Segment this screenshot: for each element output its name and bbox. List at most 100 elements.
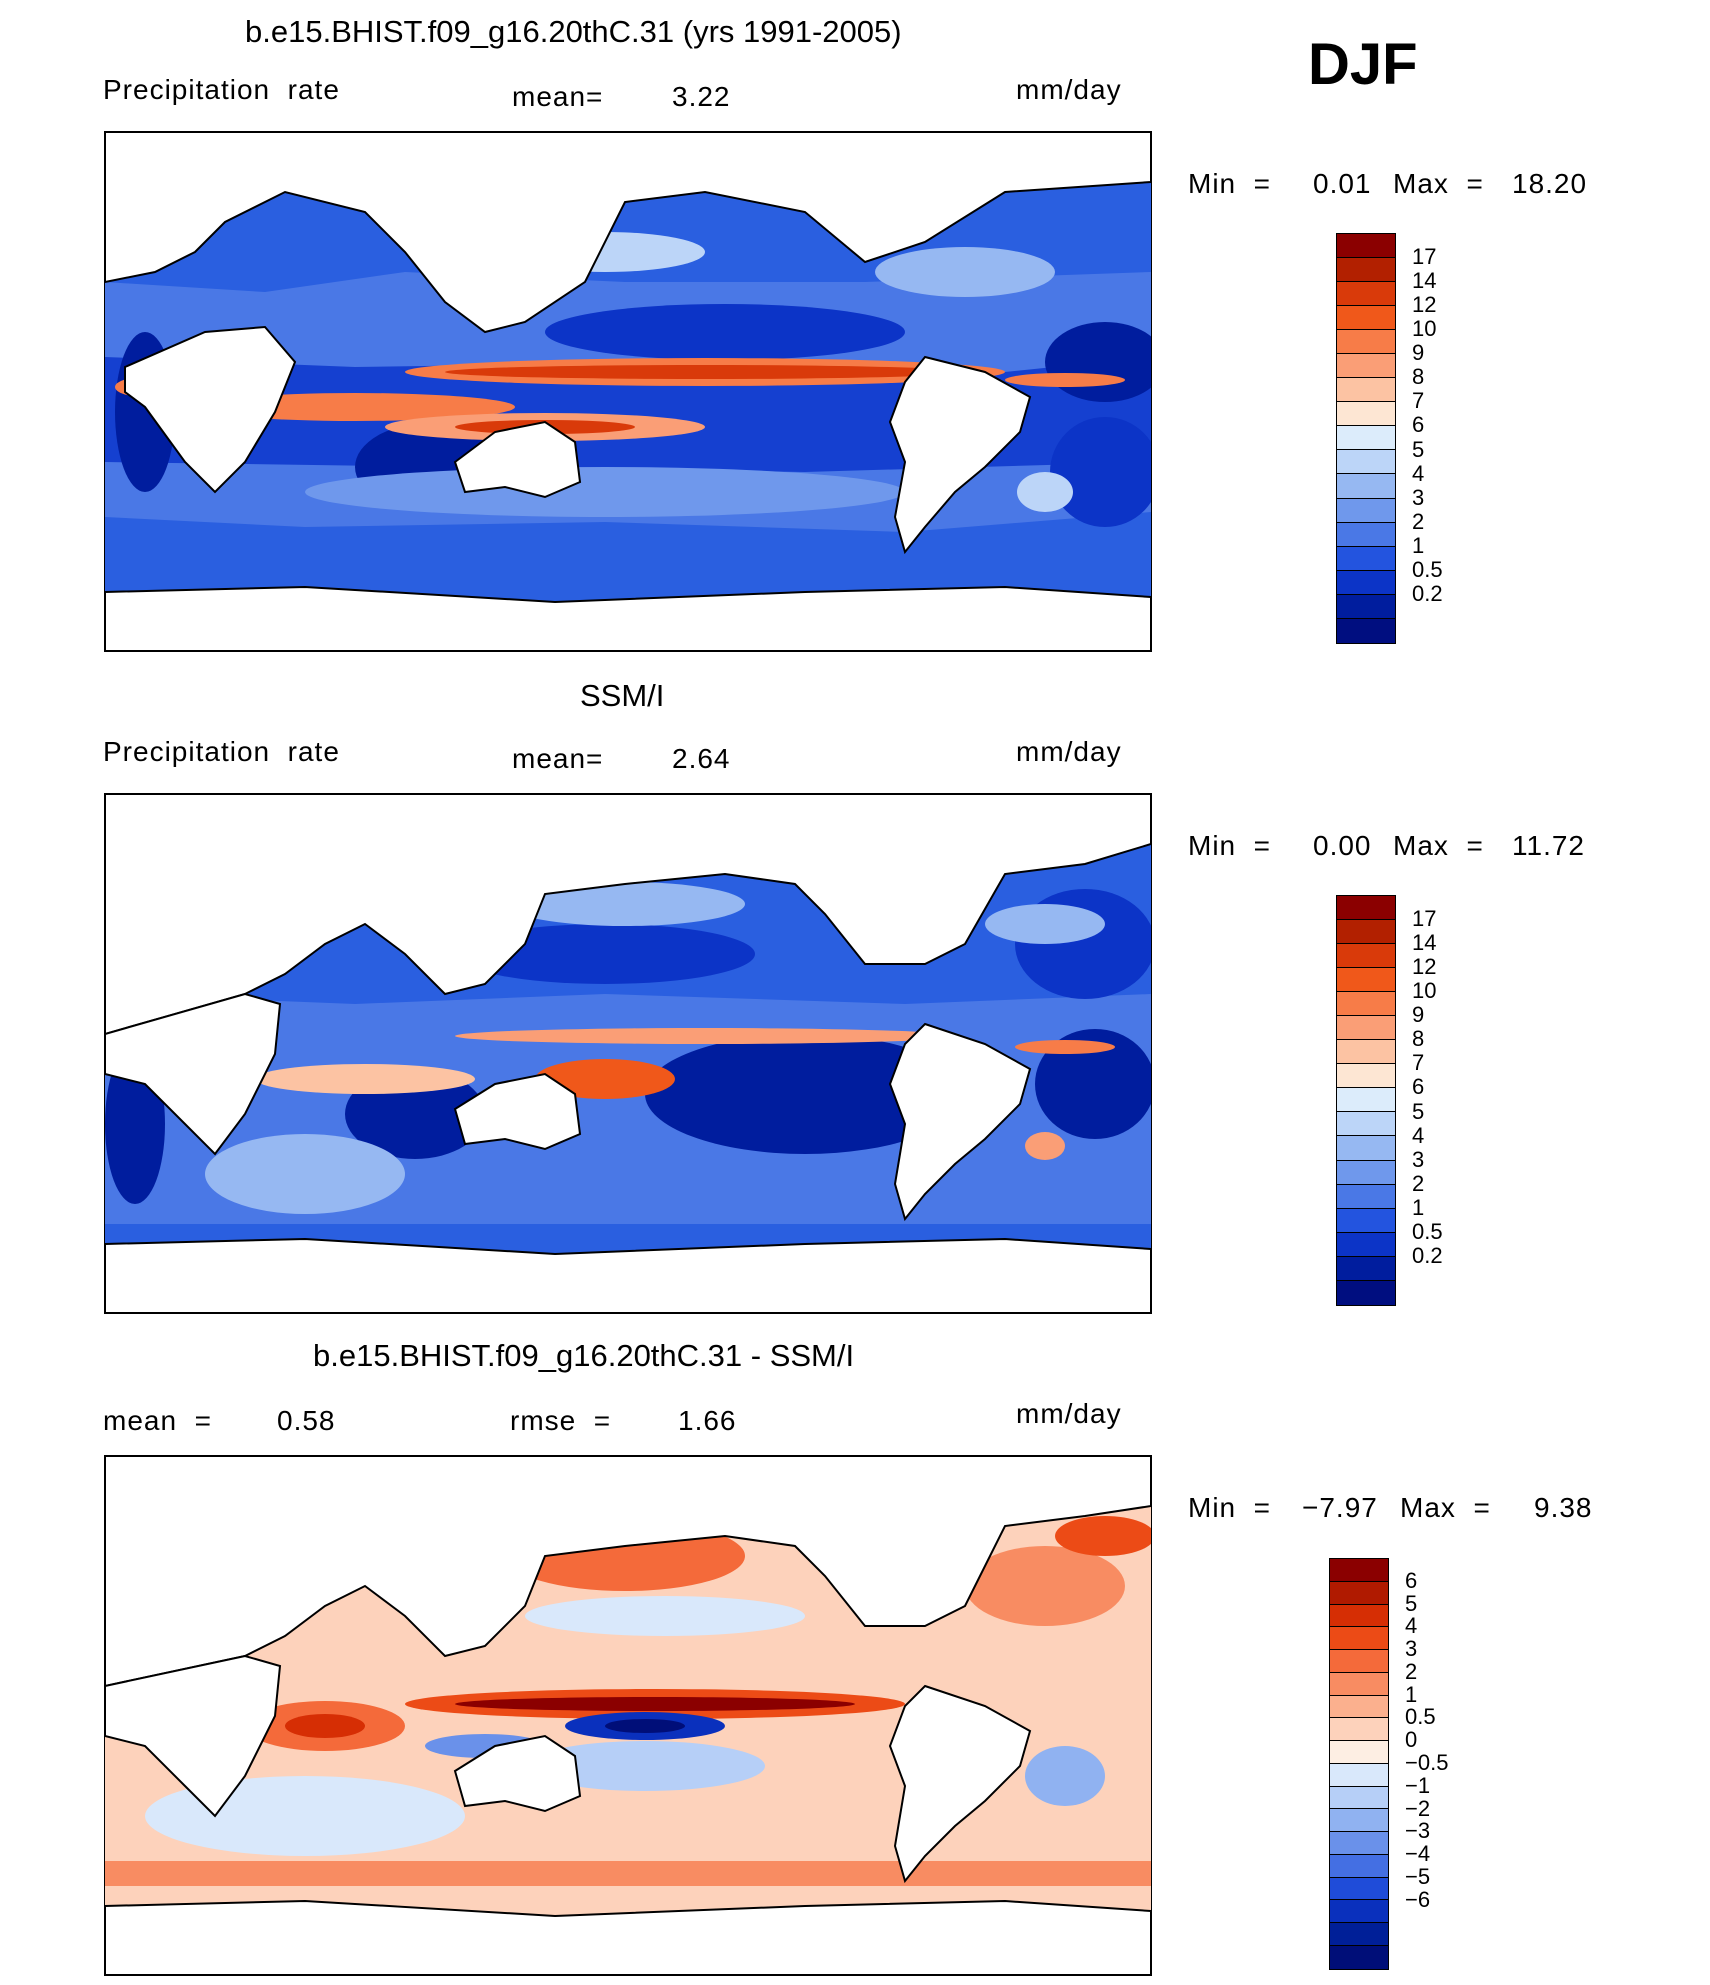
colorbar-swatch [1330, 1672, 1388, 1696]
colorbar-swatch [1337, 474, 1395, 499]
colorbar-swatch [1330, 1923, 1388, 1947]
colorbar-swatch [1337, 1016, 1395, 1041]
colorbar-swatch [1330, 1763, 1388, 1787]
colorbar-tick-label: 9 [1412, 340, 1425, 366]
colorbar-swatch [1337, 992, 1395, 1017]
colorbar-swatch [1337, 1232, 1395, 1257]
precip-map [104, 131, 1152, 652]
units-label: mm/day [1016, 736, 1122, 767]
colorbar-tick-label: −3 [1405, 1818, 1431, 1844]
map-canvas [105, 1456, 1151, 1975]
mean-label: mean = [103, 1405, 212, 1436]
min-label: Min = [1188, 830, 1272, 861]
colorbar-tick-label: 14 [1412, 930, 1437, 956]
colorbar-swatch [1337, 354, 1395, 379]
mean-label: mean= [512, 81, 604, 112]
precip-map [104, 793, 1152, 1314]
map-canvas [105, 794, 1151, 1313]
min-label: Min = [1188, 1492, 1272, 1523]
colorbar-swatch [1330, 1650, 1388, 1673]
max-value: 9.38 [1534, 1492, 1593, 1523]
colorbar-swatch [1337, 330, 1395, 355]
colorbar-swatch [1330, 1627, 1388, 1651]
colorbar-swatch [1330, 1900, 1388, 1924]
mean-value: 3.22 [672, 81, 731, 112]
variable-label: Precipitation rate [103, 74, 340, 105]
colorbar-tick-label: 14 [1412, 268, 1437, 294]
units-label: mm/day [1016, 74, 1122, 105]
colorbar-swatch [1330, 1695, 1388, 1719]
units-label: mm/day [1016, 1398, 1122, 1429]
colorbar-swatch [1330, 1854, 1388, 1878]
colorbar-tick-label: 1 [1412, 532, 1425, 558]
colorbar-swatch [1330, 1718, 1388, 1742]
colorbar-tick-label: 0.2 [1412, 580, 1443, 606]
colorbar-swatch [1330, 1559, 1388, 1582]
min-label: Min = [1188, 168, 1272, 199]
rmse-value: 1.66 [678, 1405, 737, 1436]
colorbar-swatch [1337, 570, 1395, 595]
colorbar-swatch [1337, 1136, 1395, 1161]
colorbar-swatch [1337, 944, 1395, 969]
colorbar-swatch [1337, 1160, 1395, 1185]
colorbar-tick-label: 0 [1405, 1727, 1418, 1753]
min-value: 0.01 [1313, 168, 1372, 199]
colorbar-swatch [1337, 1112, 1395, 1137]
colorbar-tick-label: 6 [1405, 1567, 1418, 1593]
mean-label: mean= [512, 743, 604, 774]
colorbar-swatch [1330, 1786, 1388, 1810]
map-canvas [105, 132, 1151, 651]
colorbar-tick-label: 6 [1412, 412, 1425, 438]
colorbar-tick-label: 2 [1412, 1170, 1425, 1196]
colorbar-swatch [1337, 1064, 1395, 1089]
colorbar-swatch [1330, 1877, 1388, 1901]
colorbar-tick-label: 3 [1412, 1146, 1425, 1172]
colorbar-tick-label: −6 [1405, 1886, 1431, 1912]
colorbar-tick-label: 0.5 [1405, 1704, 1436, 1730]
max-value: 18.20 [1512, 168, 1588, 199]
colorbar-tick-label: 17 [1412, 244, 1437, 270]
colorbar-tick-label: 8 [1412, 1026, 1425, 1052]
panel-title: b.e15.BHIST.f09_g16.20thC.31 - SSM/I [313, 1338, 855, 1373]
colorbar-tick-label: 0.2 [1412, 1242, 1443, 1268]
colorbar-swatch [1337, 402, 1395, 427]
rmse-label: rmse = [510, 1405, 612, 1436]
colorbar-tick-label: −5 [1405, 1863, 1431, 1889]
colorbar-tick-label: 9 [1412, 1002, 1425, 1028]
colorbar-swatch [1330, 1946, 1388, 1969]
colorbar-tick-label: 5 [1412, 1098, 1425, 1124]
colorbar-tick-label: −2 [1405, 1795, 1431, 1821]
colorbar-tick-label: 8 [1412, 364, 1425, 390]
max-label: Max = [1393, 830, 1484, 861]
colorbar-swatch [1337, 896, 1395, 921]
colorbar-tick-label: 5 [1412, 436, 1425, 462]
colorbar-swatch [1337, 618, 1395, 643]
colorbar-tick-label: 7 [1412, 388, 1425, 414]
colorbar-swatch [1337, 1088, 1395, 1113]
min-value: 0.00 [1313, 830, 1372, 861]
colorbar-tick-label: 12 [1412, 954, 1437, 980]
min-value: −7.97 [1302, 1492, 1378, 1523]
colorbar-swatch [1330, 1809, 1388, 1833]
colorbar-swatch [1330, 1604, 1388, 1628]
colorbar-swatch [1337, 968, 1395, 993]
colorbar [1336, 895, 1396, 1306]
colorbar-tick-label: 5 [1405, 1590, 1418, 1616]
colorbar-tick-label: 7 [1412, 1050, 1425, 1076]
colorbar-swatch [1337, 378, 1395, 403]
colorbar-tick-label: 4 [1412, 1122, 1425, 1148]
colorbar-tick-label: 0.5 [1412, 1218, 1443, 1244]
colorbar-tick-label: 4 [1405, 1613, 1418, 1639]
colorbar-swatch [1337, 594, 1395, 619]
colorbar-swatch [1337, 258, 1395, 283]
variable-label: Precipitation rate [103, 736, 340, 767]
colorbar-swatch [1337, 426, 1395, 451]
colorbar-tick-label: 1 [1412, 1194, 1425, 1220]
colorbar-tick-label: 3 [1405, 1636, 1418, 1662]
colorbar-tick-label: 3 [1412, 484, 1425, 510]
colorbar-swatch [1330, 1832, 1388, 1855]
colorbar-swatch [1337, 1280, 1395, 1305]
colorbar-swatch [1337, 1040, 1395, 1065]
colorbar-swatch [1337, 450, 1395, 475]
colorbar-tick-label: 0.5 [1412, 556, 1443, 582]
